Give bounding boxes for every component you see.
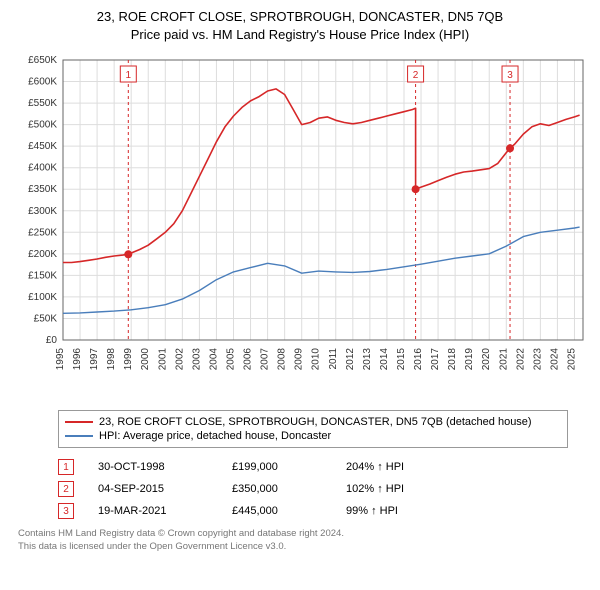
svg-text:£100K: £100K [28, 292, 57, 303]
svg-text:2010: 2010 [311, 348, 322, 371]
sale-price: £445,000 [232, 505, 322, 517]
svg-text:£350K: £350K [28, 185, 57, 196]
chart-area: £0 £50K £100K £150K £200K £250K £300K £350K £400… [8, 50, 592, 400]
svg-text:1996: 1996 [72, 348, 83, 371]
svg-text:2009: 2009 [294, 348, 305, 371]
legend-label-hpi: HPI: Average price, detached house, Donc… [99, 430, 331, 442]
sale-badge: 2 [58, 481, 74, 497]
svg-text:2006: 2006 [243, 348, 254, 371]
svg-text:2020: 2020 [481, 348, 492, 371]
sale-date: 04-SEP-2015 [98, 483, 208, 495]
svg-text:2013: 2013 [362, 348, 373, 371]
footer-line2: This data is licensed under the Open Gov… [18, 541, 582, 554]
svg-text:£200K: £200K [28, 249, 57, 260]
svg-text:1: 1 [126, 70, 132, 81]
svg-text:2019: 2019 [464, 348, 475, 371]
svg-text:£0: £0 [46, 335, 58, 346]
svg-text:2012: 2012 [345, 348, 356, 371]
svg-text:£400K: £400K [28, 163, 57, 174]
sale-row: 2 04-SEP-2015 £350,000 102% ↑ HPI [58, 478, 582, 500]
svg-text:2017: 2017 [430, 348, 441, 371]
svg-text:2021: 2021 [498, 348, 509, 371]
legend-item-property: 23, ROE CROFT CLOSE, SPROTBROUGH, DONCAS… [65, 415, 561, 429]
svg-text:2022: 2022 [515, 348, 526, 371]
svg-text:1997: 1997 [89, 348, 100, 371]
svg-text:2007: 2007 [260, 348, 271, 371]
svg-text:2000: 2000 [140, 348, 151, 371]
svg-text:3: 3 [507, 70, 513, 81]
sale-badge: 3 [58, 503, 74, 519]
svg-text:2025: 2025 [566, 348, 577, 371]
svg-text:2005: 2005 [225, 348, 236, 371]
legend-swatch-hpi [65, 435, 93, 437]
sale-ratio: 102% ↑ HPI [346, 483, 436, 495]
footer-line1: Contains HM Land Registry data © Crown c… [18, 528, 582, 541]
svg-text:1998: 1998 [106, 348, 117, 371]
sale-ratio: 204% ↑ HPI [346, 461, 436, 473]
sale-row: 3 19-MAR-2021 £445,000 99% ↑ HPI [58, 500, 582, 522]
svg-text:£50K: £50K [34, 314, 58, 325]
legend-swatch-property [65, 421, 93, 423]
svg-text:1999: 1999 [123, 348, 134, 371]
svg-text:£450K: £450K [28, 142, 57, 153]
chart-title: 23, ROE CROFT CLOSE, SPROTBROUGH, DONCAS… [8, 8, 592, 44]
title-address: 23, ROE CROFT CLOSE, SPROTBROUGH, DONCAS… [8, 8, 592, 26]
sale-ratio: 99% ↑ HPI [346, 505, 436, 517]
svg-text:2008: 2008 [277, 348, 288, 371]
svg-text:2015: 2015 [396, 348, 407, 371]
svg-text:2011: 2011 [328, 348, 339, 370]
svg-text:2003: 2003 [191, 348, 202, 371]
svg-text:2018: 2018 [447, 348, 458, 371]
svg-text:2016: 2016 [413, 348, 424, 371]
sale-row: 1 30-OCT-1998 £199,000 204% ↑ HPI [58, 456, 582, 478]
line-chart: £0 £50K £100K £150K £200K £250K £300K £350K £400… [8, 50, 592, 400]
svg-text:£650K: £650K [28, 55, 57, 66]
sales-table: 1 30-OCT-1998 £199,000 204% ↑ HPI 2 04-S… [58, 456, 582, 522]
sale-date: 30-OCT-1998 [98, 461, 208, 473]
title-subtitle: Price paid vs. HM Land Registry's House … [8, 26, 592, 44]
svg-text:2024: 2024 [549, 348, 560, 371]
sale-date: 19-MAR-2021 [98, 505, 208, 517]
svg-text:£500K: £500K [28, 120, 57, 131]
svg-text:2: 2 [413, 70, 419, 81]
svg-text:2001: 2001 [157, 348, 168, 371]
svg-text:£550K: £550K [28, 98, 57, 109]
sale-price: £350,000 [232, 483, 322, 495]
svg-text:£600K: £600K [28, 77, 57, 88]
svg-text:2023: 2023 [532, 348, 543, 371]
legend-label-property: 23, ROE CROFT CLOSE, SPROTBROUGH, DONCAS… [99, 416, 532, 428]
sale-badge: 1 [58, 459, 74, 475]
svg-text:2002: 2002 [174, 348, 185, 371]
sale-price: £199,000 [232, 461, 322, 473]
svg-text:£250K: £250K [28, 228, 57, 239]
svg-text:1995: 1995 [55, 348, 66, 371]
svg-text:2004: 2004 [208, 348, 219, 371]
svg-text:£300K: £300K [28, 206, 57, 217]
svg-text:£150K: £150K [28, 271, 57, 282]
footer-license: Contains HM Land Registry data © Crown c… [18, 528, 582, 554]
svg-text:2014: 2014 [379, 348, 390, 371]
legend-box: 23, ROE CROFT CLOSE, SPROTBROUGH, DONCAS… [58, 410, 568, 448]
legend-item-hpi: HPI: Average price, detached house, Donc… [65, 429, 561, 443]
